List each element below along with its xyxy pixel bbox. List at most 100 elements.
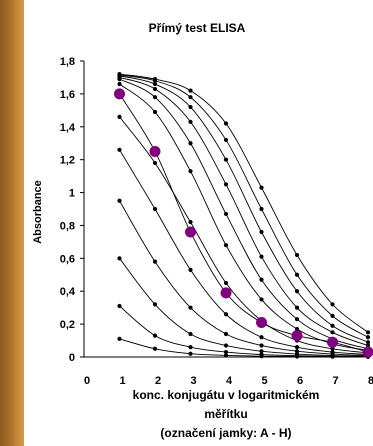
data-point	[223, 343, 229, 348]
y-tick-label: 1,2	[60, 155, 75, 167]
series-line	[119, 258, 369, 357]
data-point	[259, 343, 264, 348]
data-point	[294, 305, 300, 310]
y-tick-label: 0,2	[60, 319, 75, 331]
y-tick-label: 0,6	[60, 253, 75, 265]
data-point	[365, 343, 371, 348]
data-point	[188, 267, 193, 272]
data-point	[223, 243, 229, 248]
data-point	[259, 277, 264, 282]
series-13	[117, 72, 371, 335]
series-5	[117, 147, 371, 357]
series-9	[117, 76, 371, 351]
data-point	[294, 317, 300, 322]
data-point	[330, 349, 335, 355]
chart-panel	[24, 0, 373, 446]
data-point	[223, 353, 229, 358]
data-point	[152, 206, 158, 212]
data-point	[188, 95, 193, 100]
data-point	[294, 349, 300, 354]
x-axis-label-line-2: měřítku	[204, 407, 247, 421]
x-tick-label: 5	[261, 375, 267, 387]
data-point	[294, 272, 300, 277]
data-point	[152, 76, 158, 82]
data-point	[259, 206, 264, 212]
data-point	[259, 229, 264, 235]
y-tick-label: 1,8	[60, 56, 75, 68]
series-line	[119, 73, 369, 333]
data-point	[152, 302, 158, 307]
data-point	[152, 160, 158, 166]
data-point	[188, 141, 193, 146]
highlighted-point	[220, 287, 232, 299]
data-point	[259, 297, 264, 302]
y-tick-label: 1,6	[60, 89, 75, 101]
data-point	[223, 349, 229, 355]
y-tick-labels: 0 0,2 0,4 0,6 0,8 1 1,2 1,4 1,6 1,8	[60, 56, 76, 364]
series-10	[117, 75, 371, 348]
chart-title: Přímý test ELISA	[149, 21, 246, 35]
y-tick-label: 0,8	[60, 220, 75, 232]
data-point	[223, 211, 229, 217]
data-point	[117, 256, 122, 261]
data-point	[259, 185, 264, 190]
highlighted-point	[256, 316, 267, 328]
highlighted-point	[114, 88, 125, 100]
y-tick-label: 1,4	[60, 122, 76, 134]
x-tick-label: 3	[190, 375, 196, 387]
data-point	[188, 104, 193, 110]
data-point	[188, 119, 193, 124]
highlighted-point	[149, 145, 161, 157]
data-point	[188, 351, 193, 356]
data-point	[223, 182, 229, 187]
data-point	[223, 280, 229, 286]
y-tick-label: 1	[69, 188, 75, 200]
data-point	[117, 72, 122, 77]
data-point	[259, 254, 264, 259]
data-point	[259, 349, 264, 354]
data-point	[294, 326, 300, 332]
data-point	[294, 252, 300, 258]
highlighted-point	[291, 330, 303, 342]
data-point	[117, 147, 122, 152]
data-point	[330, 302, 335, 307]
series-11	[117, 73, 371, 345]
data-point	[330, 346, 335, 351]
data-point	[152, 109, 158, 115]
x-tick-label: 4	[226, 375, 233, 387]
y-axis-label: Absorbance	[32, 180, 44, 244]
data-point	[117, 303, 122, 309]
data-point	[117, 198, 122, 203]
series-4	[117, 198, 371, 358]
series-line	[119, 116, 369, 354]
series-7	[119, 93, 369, 353]
data-point	[117, 81, 122, 87]
x-tick-label: 8	[368, 375, 373, 387]
x-tick-label: 1	[119, 375, 125, 387]
series-line	[119, 75, 369, 343]
data-point	[223, 137, 229, 143]
series-line	[119, 149, 369, 355]
series-line	[119, 93, 369, 353]
data-point	[330, 330, 335, 335]
data-point	[152, 333, 158, 338]
x-tick-label: 0	[84, 375, 90, 387]
data-point	[152, 81, 158, 87]
highlighted-point	[327, 336, 338, 348]
series-3	[117, 256, 371, 359]
data-point	[365, 330, 371, 335]
data-point	[259, 352, 264, 357]
data-point	[223, 331, 229, 337]
data-point	[330, 313, 335, 318]
data-point	[294, 345, 300, 350]
data-point	[152, 95, 158, 100]
data-point	[117, 114, 122, 120]
data-point	[223, 121, 229, 126]
data-point	[223, 157, 229, 162]
series-line	[119, 305, 369, 358]
data-point	[223, 312, 229, 317]
x-tick-label: 2	[155, 375, 161, 387]
series-8	[117, 81, 371, 353]
data-point	[365, 340, 371, 345]
